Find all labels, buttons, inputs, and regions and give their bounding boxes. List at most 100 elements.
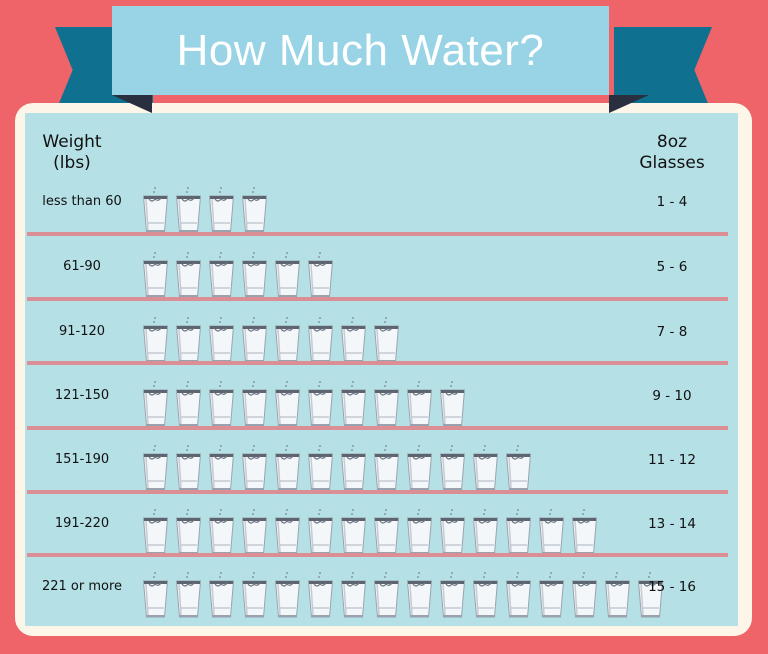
water-glass-icon xyxy=(638,571,663,619)
water-glass-icon xyxy=(176,508,201,556)
water-glass-icon xyxy=(209,251,234,299)
glasses-icon-group xyxy=(143,186,275,234)
water-glass-icon xyxy=(506,508,531,556)
glasses-count-label: 13 - 14 xyxy=(648,516,696,532)
water-glass-icon xyxy=(143,186,168,234)
weight-range-label: 151-190 xyxy=(54,452,110,467)
water-glass-icon xyxy=(407,444,432,492)
water-glass-icon xyxy=(275,316,300,364)
table-row: less than 60 1 - 4 xyxy=(27,172,728,234)
water-glass-icon xyxy=(473,508,498,556)
water-glass-icon xyxy=(275,380,300,428)
glasses-column-header: 8oz Glasses xyxy=(632,132,712,174)
water-glass-icon xyxy=(209,186,234,234)
weight-range-label: 121-150 xyxy=(54,388,110,403)
water-glass-icon xyxy=(539,508,564,556)
water-glass-icon xyxy=(242,251,267,299)
water-glass-icon xyxy=(572,571,597,619)
water-glass-icon xyxy=(308,380,333,428)
weight-range-label: 61-90 xyxy=(63,259,101,274)
water-glass-icon xyxy=(407,571,432,619)
row-divider xyxy=(27,361,728,365)
water-glass-icon xyxy=(176,444,201,492)
water-glass-icon xyxy=(341,571,366,619)
table-row: 191-220 13 - 14 xyxy=(27,494,728,556)
water-glass-icon xyxy=(374,380,399,428)
glasses-icon-group xyxy=(143,316,407,364)
glasses-icon-group xyxy=(143,251,341,299)
water-glass-icon xyxy=(308,444,333,492)
glasses-header-line1: 8oz xyxy=(656,132,688,152)
glasses-icon-group xyxy=(143,380,473,428)
water-glass-icon xyxy=(374,571,399,619)
water-glass-icon xyxy=(275,571,300,619)
glasses-icon-group xyxy=(143,444,539,492)
water-glass-icon xyxy=(209,316,234,364)
water-glass-icon xyxy=(308,251,333,299)
water-glass-icon xyxy=(176,380,201,428)
water-glass-icon xyxy=(176,251,201,299)
water-glass-icon xyxy=(242,186,267,234)
water-glass-icon xyxy=(275,251,300,299)
water-glass-icon xyxy=(473,444,498,492)
water-glass-icon xyxy=(176,186,201,234)
water-glass-icon xyxy=(407,508,432,556)
weight-column-header: Weight (lbs) xyxy=(40,132,104,174)
glasses-count-label: 15 - 16 xyxy=(648,579,696,595)
row-divider xyxy=(27,232,728,236)
water-glass-icon xyxy=(143,251,168,299)
glasses-count-label: 5 - 6 xyxy=(656,259,688,275)
water-glass-icon xyxy=(242,508,267,556)
weight-header-line1: Weight xyxy=(42,132,102,152)
page-title: How Much Water? xyxy=(176,25,545,75)
water-glass-icon xyxy=(374,444,399,492)
weight-range-label: 191-220 xyxy=(54,516,110,531)
water-glass-icon xyxy=(473,571,498,619)
water-glass-icon xyxy=(176,571,201,619)
row-divider xyxy=(27,426,728,430)
water-glass-icon xyxy=(374,316,399,364)
weight-range-label: 91-120 xyxy=(58,324,106,339)
water-glass-icon xyxy=(143,508,168,556)
row-divider xyxy=(27,297,728,301)
water-glass-icon xyxy=(341,316,366,364)
water-glass-icon xyxy=(341,508,366,556)
glasses-icon-group xyxy=(143,571,671,619)
glasses-count-label: 7 - 8 xyxy=(656,324,688,340)
water-glass-icon xyxy=(572,508,597,556)
water-glass-icon xyxy=(176,316,201,364)
row-divider xyxy=(27,553,728,557)
glasses-count-label: 9 - 10 xyxy=(652,388,692,404)
water-glass-icon xyxy=(275,444,300,492)
glasses-header-line2: Glasses xyxy=(639,153,705,173)
glasses-count-label: 11 - 12 xyxy=(648,452,696,468)
weight-range-label: less than 60 xyxy=(42,194,122,209)
water-glass-icon xyxy=(275,508,300,556)
table-row: 151-190 11 - 12 xyxy=(27,430,728,492)
glasses-count-label: 1 - 4 xyxy=(656,194,688,210)
water-glass-icon xyxy=(242,380,267,428)
table-row: 221 or more 15 - 16 xyxy=(27,557,728,619)
water-glass-icon xyxy=(407,380,432,428)
water-glass-icon xyxy=(341,380,366,428)
water-glass-icon xyxy=(308,316,333,364)
water-glass-icon xyxy=(143,380,168,428)
water-glass-icon xyxy=(209,508,234,556)
water-glass-icon xyxy=(440,380,465,428)
title-banner: How Much Water? xyxy=(112,6,609,95)
water-glass-icon xyxy=(605,571,630,619)
water-glass-icon xyxy=(143,571,168,619)
table-row: 61-90 5 - 6 xyxy=(27,237,728,299)
water-glass-icon xyxy=(143,444,168,492)
weight-range-label: 221 or more xyxy=(41,579,123,594)
glasses-icon-group xyxy=(143,508,605,556)
water-glass-icon xyxy=(242,316,267,364)
table-row: 91-120 7 - 8 xyxy=(27,302,728,364)
water-glass-icon xyxy=(440,571,465,619)
row-divider xyxy=(27,490,728,494)
water-glass-icon xyxy=(308,571,333,619)
water-glass-icon xyxy=(341,444,366,492)
water-glass-icon xyxy=(440,508,465,556)
water-glass-icon xyxy=(506,444,531,492)
water-glass-icon xyxy=(242,571,267,619)
